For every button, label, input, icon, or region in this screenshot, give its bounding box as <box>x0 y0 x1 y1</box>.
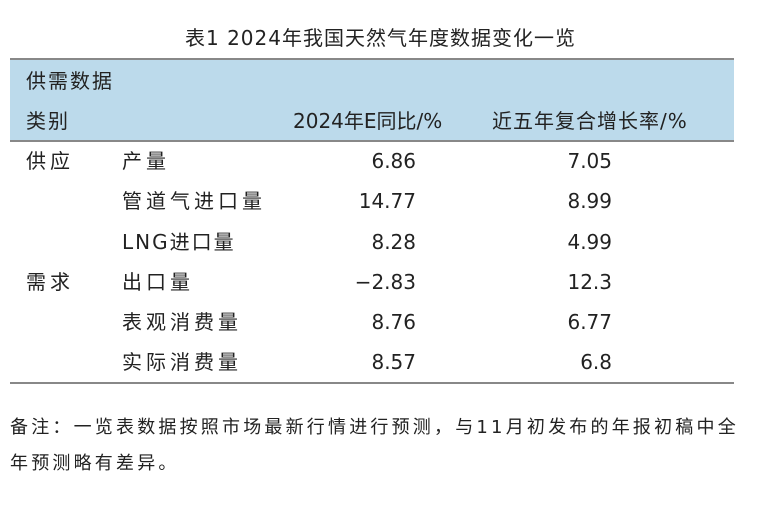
table-bottom-rule <box>10 382 734 384</box>
row-cagr: 6.77 <box>567 310 612 334</box>
header-group-label: 供需数据 <box>26 69 114 93</box>
row-item: 表观消费量 <box>122 310 242 334</box>
table-footnote: 备注：一览表数据按照市场最新行情进行预测，与11月初发布的年报初稿中全年预测略有… <box>10 417 739 474</box>
row-yoy: 14.77 <box>358 189 416 213</box>
table-header-rule <box>10 140 734 142</box>
row-item: 管道气进口量 <box>122 189 266 213</box>
header-five-year-cagr: 近五年复合增长率/% <box>492 109 688 133</box>
row-cagr: 6.8 <box>580 350 612 374</box>
table-top-rule <box>10 58 734 60</box>
row-yoy: 8.57 <box>371 350 416 374</box>
row-item: 出口量 <box>122 270 194 294</box>
row-yoy: −2.83 <box>354 270 416 294</box>
header-2024-yoy: 2024年E同比/% <box>293 109 443 133</box>
row-yoy: 8.28 <box>371 230 416 254</box>
row-yoy: 6.86 <box>371 149 416 173</box>
row-item: 实际消费量 <box>122 350 242 374</box>
header-category: 类别 <box>26 109 70 133</box>
row-cagr: 4.99 <box>567 230 612 254</box>
row-group-supply: 供应 <box>26 149 74 173</box>
table-header-background <box>10 60 734 140</box>
row-yoy: 8.76 <box>371 310 416 334</box>
row-cagr: 12.3 <box>567 270 612 294</box>
row-item: 产量 <box>122 149 170 173</box>
row-cagr: 7.05 <box>567 149 612 173</box>
table-title: 表1 2024年我国天然气年度数据变化一览 <box>185 26 576 50</box>
row-group-demand: 需求 <box>26 270 74 294</box>
row-item: LNG进口量 <box>122 230 236 254</box>
row-cagr: 8.99 <box>567 189 612 213</box>
